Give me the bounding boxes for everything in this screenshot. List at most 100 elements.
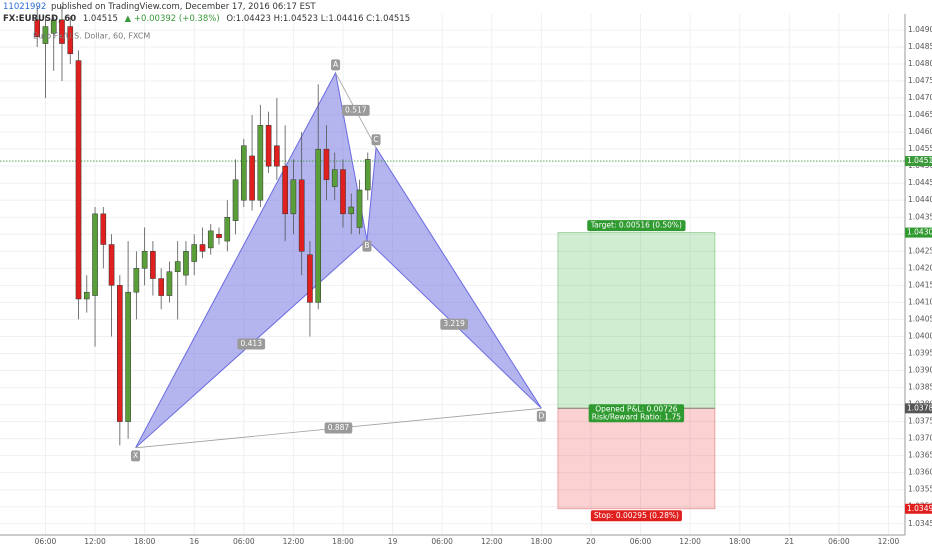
candle-body (166, 271, 173, 296)
pattern-ratio-label: 3.219 (440, 318, 469, 330)
legend: Euro Fx/U.S. Dollar, 60, FXCM (33, 32, 150, 41)
pattern-point-label-box (536, 410, 546, 422)
target-label: Target: 0.00516 (0.50%) (587, 220, 686, 232)
candle-body (59, 19, 65, 44)
candle-body (257, 125, 264, 201)
y-tick-label: 1.03550 (908, 485, 932, 494)
candle-body (100, 213, 107, 245)
pattern-ratio-label-text: 0.887 (328, 423, 350, 432)
candle-body (274, 145, 280, 167)
pattern-point-label-box (131, 450, 141, 462)
x-tick-label: 12:00 (878, 537, 900, 546)
pattern-point-label: A (331, 59, 341, 71)
candle-body (199, 244, 206, 252)
candle-body (356, 189, 363, 228)
y-tick-label: 1.04700 (908, 93, 932, 102)
price-tag-box (905, 156, 932, 167)
drawings (0, 71, 905, 510)
axes: 1.034501.035001.035501.036001.036501.037… (35, 25, 932, 546)
target-label-text: Target: 0.00516 (0.50%) (590, 221, 682, 230)
pnl-box-bg (588, 404, 685, 423)
y-tick-label: 1.03750 (908, 417, 932, 426)
y-tick-label: 1.04150 (908, 280, 932, 289)
pattern-ratio-label: 0.887 (324, 422, 353, 434)
pnl-label: Opened P&L: 0.00726 (595, 404, 677, 413)
candle-body (224, 217, 231, 242)
pattern-point-label-text: C (373, 135, 378, 144)
pattern-point-label-box (331, 59, 341, 71)
candle-body (117, 285, 123, 422)
y-tick-label: 1.04050 (908, 314, 932, 323)
x-tick-label: 18:00 (531, 537, 553, 546)
y-tick-label: 1.04850 (908, 42, 932, 51)
candle-body (141, 251, 148, 269)
price-tag-box (905, 403, 932, 414)
x-tick-label: 12:00 (283, 537, 305, 546)
header-line: 11021992 published on TradingView.com, D… (3, 2, 316, 12)
y-tick-label: 1.04400 (908, 195, 932, 204)
y-tick-label: 1.04550 (908, 144, 932, 153)
stop-label-text: Stop: 0.00295 (0.28%) (594, 511, 679, 520)
pattern-ratio-label-text: 0.517 (345, 105, 367, 114)
x-tick-label: 06:00 (35, 537, 57, 546)
candle-body (92, 213, 98, 296)
x-tick-label: 19 (388, 537, 398, 546)
y-tick-label: 1.03650 (908, 451, 932, 460)
pattern-point-label-text: X (133, 451, 138, 460)
rr-label: Risk/Reward Ratio: 1.75 (592, 412, 681, 421)
y-tick-label: 1.03850 (908, 383, 932, 392)
price-tag: 1.03494 (907, 504, 932, 513)
pattern-point-label-box (362, 240, 372, 252)
x-tick-label: 12:00 (679, 537, 701, 546)
y-tick-label: 1.04750 (908, 76, 932, 85)
symbol: FX:EURUSD, 60 (3, 14, 76, 24)
candle-body (174, 261, 181, 272)
y-tick-label: 1.03600 (908, 468, 932, 477)
candle-body (249, 155, 255, 201)
pattern-point-label-box (371, 134, 381, 146)
candle-body (75, 60, 82, 300)
x-tick-label: 06:00 (431, 537, 453, 546)
pattern-point-label-text: D (538, 411, 544, 420)
pattern-point-label-text: A (333, 60, 339, 69)
candle-body (241, 145, 247, 201)
price-tag: 1.04515 (907, 156, 932, 165)
candle-body (34, 19, 41, 38)
x-tick-label: 21 (785, 537, 795, 546)
change: ▲ +0.00392 (+0.38%) (125, 14, 220, 24)
y-tick-label: 1.04100 (908, 297, 932, 306)
x-tick-label: 06:00 (233, 537, 255, 546)
candle-body (323, 148, 330, 181)
y-tick-label: 1.04000 (908, 331, 932, 340)
candle-body (158, 278, 164, 296)
target-label-box (587, 220, 686, 232)
y-tick-label: 1.03950 (908, 348, 932, 357)
x-tick-label: 12:00 (84, 537, 106, 546)
x-tick-label: 06:00 (828, 537, 850, 546)
y-tick-label: 1.04600 (908, 127, 932, 136)
candle-body (183, 251, 189, 276)
candle-body (125, 291, 131, 422)
candle-body (331, 169, 338, 187)
x-tick-label: 18:00 (134, 537, 156, 546)
stop-zone (557, 407, 716, 510)
pattern-point-label: D (536, 410, 546, 422)
candle-body (265, 125, 272, 167)
pattern-ratio-label-box (440, 318, 469, 330)
target-zone (557, 232, 716, 409)
y-tick-label: 1.04800 (908, 59, 932, 68)
candle-body (315, 148, 322, 303)
published: published on TradingView.com, December 1… (51, 2, 316, 12)
last-price: 1.04515 (83, 14, 118, 24)
candle-body (290, 179, 297, 215)
pattern-point-label: X (131, 450, 141, 462)
x-tick-label: 20 (586, 537, 596, 546)
candle-body (307, 254, 313, 303)
candles (34, 6, 371, 446)
pattern-point-label: C (371, 134, 381, 146)
pattern-ratio-label-text: 3.219 (443, 319, 465, 328)
y-tick-label: 1.04250 (908, 246, 932, 255)
pattern-ratio-label: 0.413 (237, 338, 266, 350)
